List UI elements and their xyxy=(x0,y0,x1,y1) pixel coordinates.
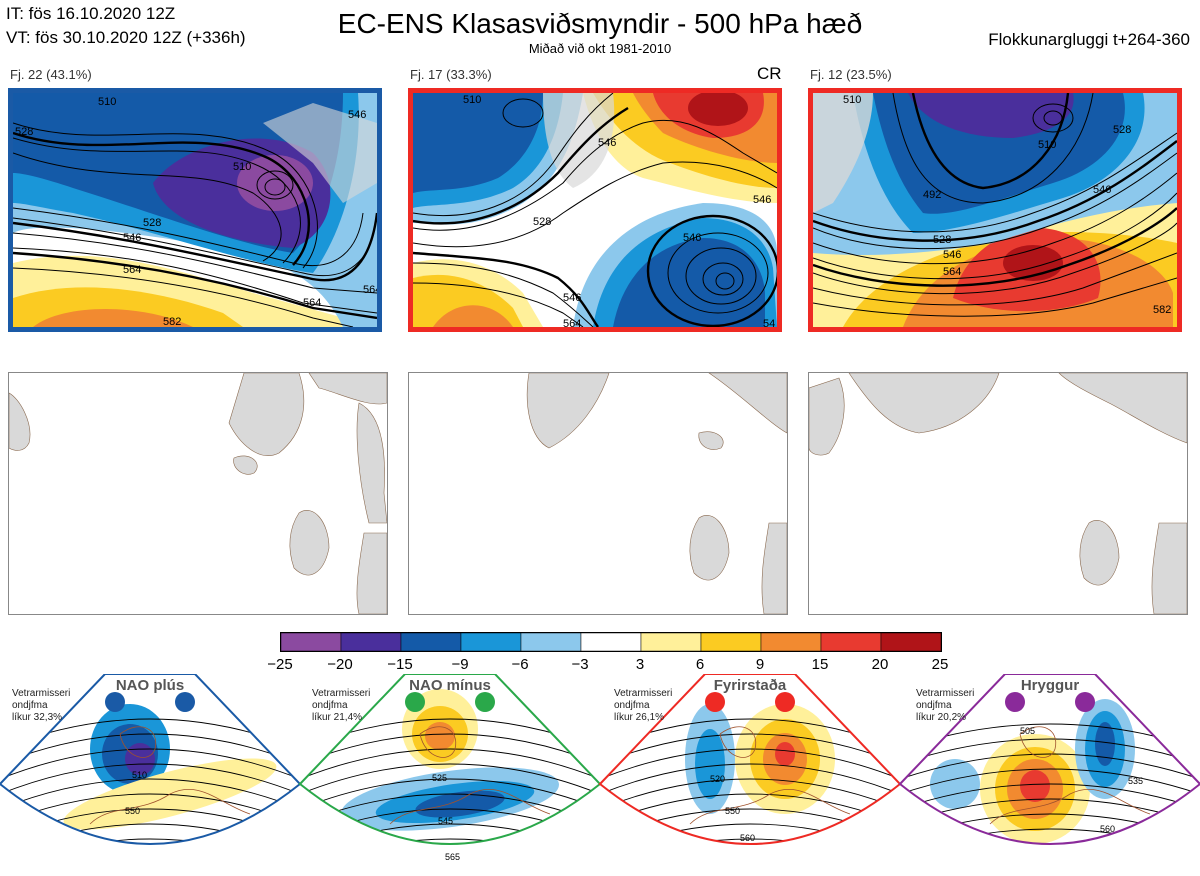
contour-label: 546 xyxy=(123,232,141,244)
cluster-3-map: 510 528 492 510 528 546 564 546 582 xyxy=(808,88,1182,332)
regime-2-title: NAO mínus xyxy=(409,677,491,694)
regime-4-title: Hryggur xyxy=(1020,677,1080,694)
regime-contour-label: 550 xyxy=(125,806,140,816)
contour-label: 546 xyxy=(563,292,581,304)
regime-3-note: Vetrarmisseri ondjfma líkur 26,1% xyxy=(614,688,673,723)
cluster-2-anomaly-map: 510 528 546 546 546 564 546 54 xyxy=(413,93,777,327)
cluster-1-anomaly-map: 510 528 528 546 546 564 564 564 582 510 xyxy=(13,93,377,327)
regime-contour-label: 535 xyxy=(1128,776,1143,786)
regime-marker-dot xyxy=(405,692,425,712)
page-title: EC-ENS Klasasviðsmyndir - 500 hPa hæð xyxy=(337,8,863,39)
cluster-2-regime-tag: CR xyxy=(757,64,782,83)
empty-map-2 xyxy=(408,372,788,615)
colorbar-swatch xyxy=(640,632,702,652)
contour-label: 510 xyxy=(463,94,481,106)
regime-marker-dot xyxy=(705,692,725,712)
regime-3-title: Fyrirstaða xyxy=(713,677,787,694)
regime-1-note: Vetrarmisseri ondjfma líkur 32,3% xyxy=(12,688,71,723)
contour-label: 528 xyxy=(533,216,551,228)
colorbar-swatch xyxy=(760,632,822,652)
contour-label: 510 xyxy=(843,94,861,106)
colorbar-tick-label: 9 xyxy=(755,656,765,673)
colorbar xyxy=(280,632,942,652)
contour-label: 546 xyxy=(1093,184,1111,196)
contour-label: 528 xyxy=(1113,124,1131,136)
init-time: IT: fös 16.10.2020 12Z xyxy=(6,4,176,23)
contour-label: 510 xyxy=(98,96,116,108)
regime-1-title: NAO plús xyxy=(115,677,185,694)
colorbar-tick-label: −15 xyxy=(387,656,413,673)
contour-label: 492 xyxy=(923,189,941,201)
colorbar-tick-label: −3 xyxy=(571,656,589,673)
contour-label: 546 xyxy=(598,137,616,149)
regime-contour-label: 560 xyxy=(1100,824,1115,834)
contour-label: 528 xyxy=(15,126,33,138)
colorbar-tick-label: 25 xyxy=(931,656,949,673)
colorbar-swatch xyxy=(280,632,342,652)
contour-label: 510 xyxy=(233,161,251,173)
contour-label: 564 xyxy=(563,318,581,327)
contour-label: 546 xyxy=(943,249,961,261)
regime-contour-label: 510 xyxy=(132,770,147,780)
cluster-2-label: Fj. 17 (33.3%) xyxy=(410,67,492,82)
colorbar-swatch xyxy=(460,632,522,652)
regime-contour-label: 525 xyxy=(432,773,447,783)
cluster-1-map: 510 528 528 546 546 564 564 564 582 510 xyxy=(8,88,382,332)
regime-sector-maps: 510 550 525 545 565 520 550 560 505 535 560 xyxy=(0,673,1200,862)
regime-marker-dot xyxy=(1005,692,1025,712)
regime-contour-label: 505 xyxy=(1020,726,1035,736)
empty-map-1 xyxy=(8,372,388,615)
valid-time: VT: fös 30.10.2020 12Z (+336h) xyxy=(6,28,246,47)
contour-label: 546 xyxy=(753,194,771,206)
empty-map-3 xyxy=(808,372,1188,615)
regime-contour-label: 550 xyxy=(725,806,740,816)
colorbar-tick-label: 20 xyxy=(871,656,889,673)
window-label: Flokkunargluggi t+264-360 xyxy=(988,30,1190,49)
regime-contour-label: 545 xyxy=(438,816,453,826)
cluster-2-map: 510 528 546 546 546 564 546 54 xyxy=(408,88,782,332)
regime-strip: 510 550 525 545 565 520 550 560 505 535 560 xyxy=(0,673,1200,871)
colorbar-tick-label: −25 xyxy=(267,656,293,673)
regime-marker-dot xyxy=(105,692,125,712)
contour-label: 510 xyxy=(1038,139,1056,151)
contour-label: 546 xyxy=(348,109,366,121)
contour-label: 54 xyxy=(763,318,775,327)
colorbar-tick-label: −6 xyxy=(511,656,529,673)
regime-4-note: Vetrarmisseri ondjfma líkur 20,2% xyxy=(916,688,975,723)
regime-marker-dot xyxy=(775,692,795,712)
contour-label: 582 xyxy=(1153,304,1171,316)
colorbar-tick-label: −9 xyxy=(451,656,469,673)
regime-contour-label: 520 xyxy=(710,774,725,784)
cluster-3-label: Fj. 12 (23.5%) xyxy=(810,67,892,82)
colorbar-swatch xyxy=(400,632,462,652)
contour-label: 528 xyxy=(143,217,161,229)
regime-marker-dot xyxy=(475,692,495,712)
contour-label: 564 xyxy=(363,284,377,296)
contour-label: 564 xyxy=(123,264,141,276)
contour-label: 528 xyxy=(933,234,951,246)
regime-2-note: Vetrarmisseri ondjfma líkur 21,4% xyxy=(312,688,371,723)
contour-label: 564 xyxy=(303,297,321,309)
page-subtitle: Miðað við okt 1981-2010 xyxy=(528,41,672,56)
colorbar-swatch xyxy=(820,632,882,652)
regime-2-map: 525 545 565 xyxy=(298,673,602,862)
contour-label: 564 xyxy=(943,266,961,278)
contour-label: 582 xyxy=(163,316,181,327)
regime-marker-dot xyxy=(175,692,195,712)
colorbar-swatch xyxy=(880,632,942,652)
cluster-1-label: Fj. 22 (43.1%) xyxy=(10,67,92,82)
colorbar-tick-label: 6 xyxy=(695,656,705,673)
colorbar-tick-label: 3 xyxy=(635,656,645,673)
colorbar-swatch xyxy=(700,632,762,652)
contour-label: 546 xyxy=(683,232,701,244)
regime-marker-dot xyxy=(1075,692,1095,712)
regime-contour-label: 565 xyxy=(445,852,460,862)
colorbar-swatch xyxy=(340,632,402,652)
colorbar-swatch xyxy=(520,632,582,652)
colorbar-tick-label: −20 xyxy=(327,656,353,673)
colorbar-tick-label: 15 xyxy=(811,656,829,673)
regime-contour-label: 560 xyxy=(740,833,755,843)
colorbar-swatch xyxy=(580,632,642,652)
cluster-3-anomaly-map: 510 528 492 510 528 546 564 546 582 xyxy=(813,93,1177,327)
